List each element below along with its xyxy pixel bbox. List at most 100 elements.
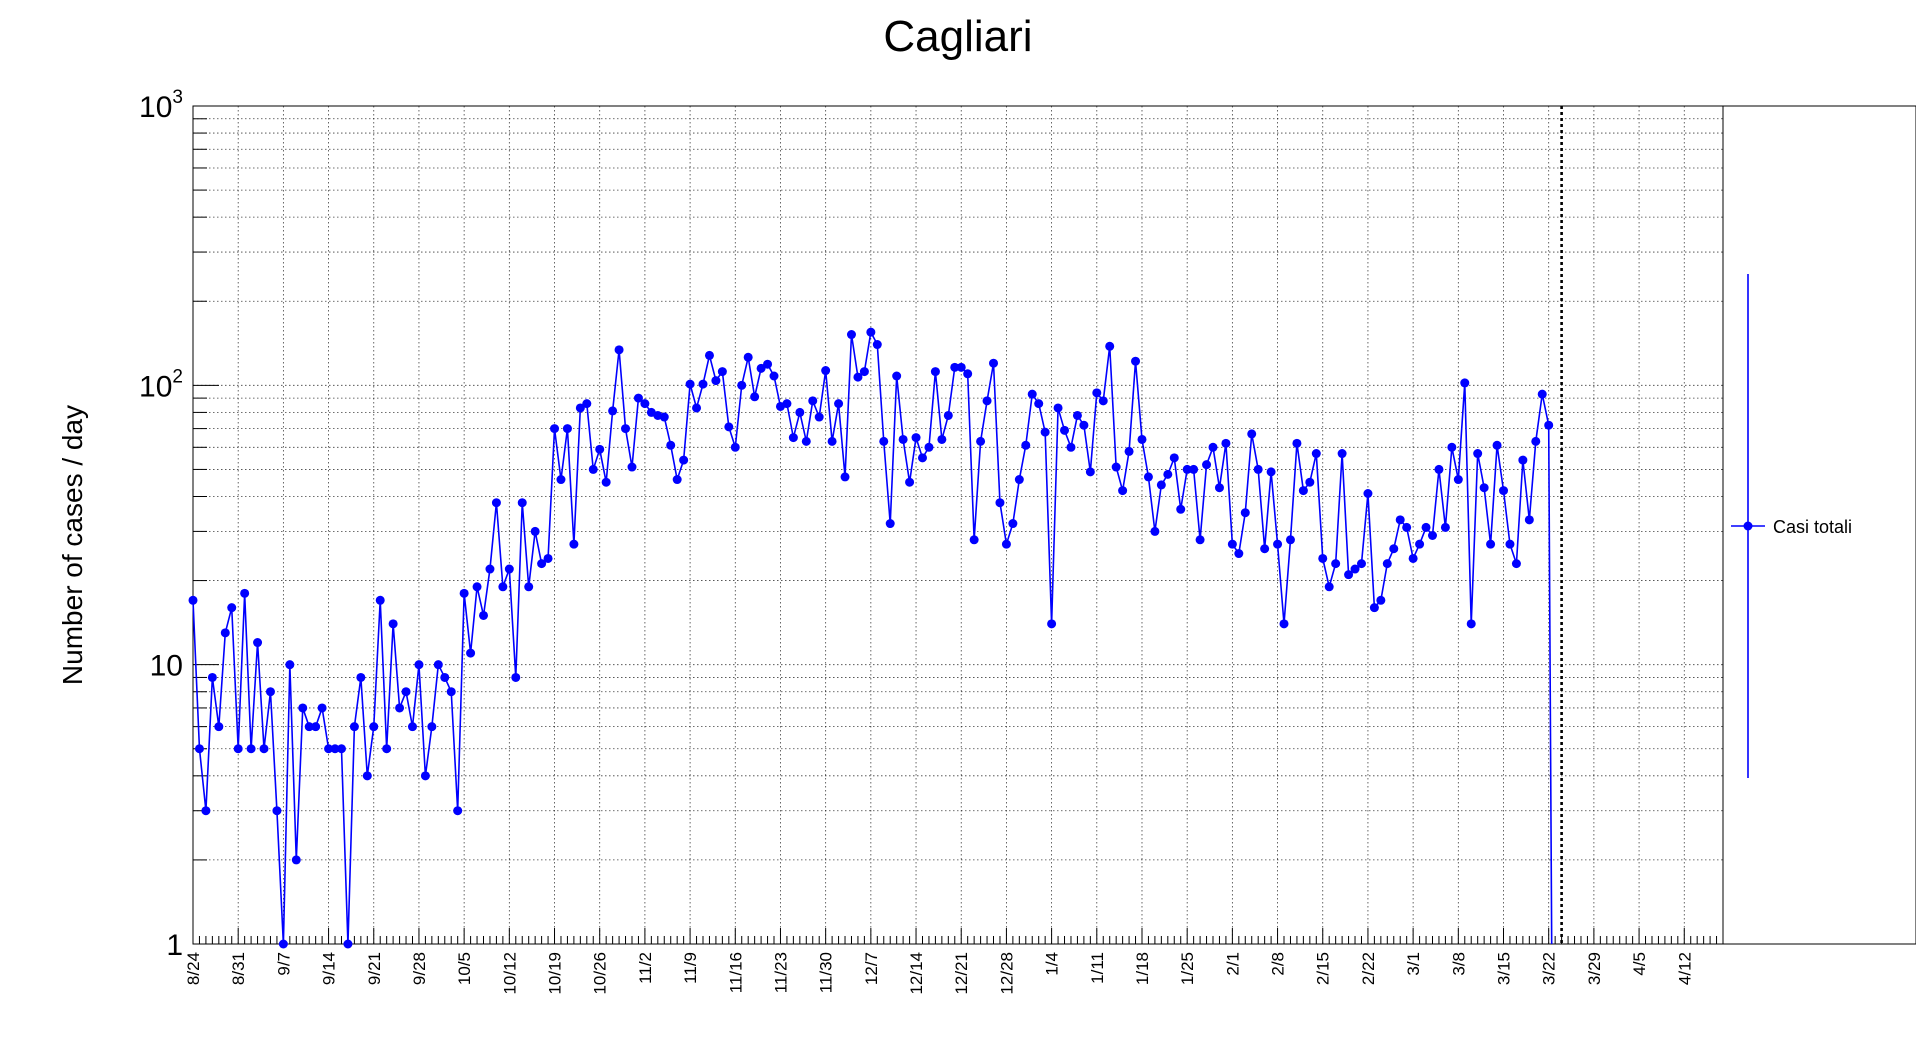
data-point bbox=[1273, 539, 1283, 549]
data-point bbox=[795, 407, 805, 417]
data-point bbox=[724, 422, 734, 432]
data-point bbox=[1163, 469, 1173, 479]
data-point bbox=[1169, 453, 1179, 463]
x-tick-label: 2/15 bbox=[1314, 952, 1333, 985]
y-tick-label: 10 bbox=[150, 650, 183, 683]
data-point bbox=[246, 744, 256, 754]
data-point bbox=[1131, 356, 1141, 366]
data-point bbox=[1234, 549, 1244, 559]
data-point bbox=[1331, 559, 1341, 569]
data-point bbox=[272, 806, 282, 816]
data-point bbox=[924, 442, 934, 452]
data-point bbox=[808, 396, 818, 406]
data-point bbox=[1137, 434, 1147, 444]
data-point bbox=[1182, 464, 1192, 474]
data-point bbox=[291, 855, 301, 865]
data-point bbox=[375, 595, 385, 605]
data-point bbox=[530, 526, 540, 536]
data-point bbox=[1279, 619, 1289, 629]
data-point bbox=[989, 358, 999, 368]
data-point bbox=[1085, 467, 1095, 477]
data-point bbox=[1311, 449, 1321, 459]
legend-label-casi-totali: Casi totali bbox=[1773, 517, 1852, 537]
data-point bbox=[601, 477, 611, 487]
data-point bbox=[575, 403, 585, 413]
data-point bbox=[207, 672, 217, 682]
data-point bbox=[595, 444, 605, 454]
data-point bbox=[982, 396, 992, 406]
data-point bbox=[1402, 522, 1412, 532]
data-point bbox=[898, 434, 908, 444]
series-line bbox=[192, 329, 1553, 945]
data-point bbox=[1124, 446, 1134, 456]
data-point bbox=[917, 453, 927, 463]
data-point bbox=[504, 564, 514, 574]
data-point bbox=[472, 582, 482, 592]
data-point bbox=[1460, 378, 1470, 388]
data-point bbox=[343, 939, 353, 949]
data-point bbox=[446, 687, 456, 697]
data-point bbox=[1524, 515, 1534, 525]
data-point bbox=[711, 376, 721, 386]
data-point bbox=[621, 424, 631, 434]
legend-marker bbox=[1743, 521, 1753, 531]
data-point bbox=[905, 477, 915, 487]
data-point bbox=[885, 519, 895, 529]
data-point bbox=[1382, 559, 1392, 569]
data-point bbox=[201, 806, 211, 816]
data-point bbox=[278, 939, 288, 949]
data-point bbox=[1014, 475, 1024, 485]
data-point bbox=[1395, 515, 1405, 525]
x-tick-label: 3/29 bbox=[1585, 952, 1604, 985]
data-point bbox=[537, 559, 547, 569]
data-point bbox=[1034, 399, 1044, 409]
data-point bbox=[1479, 483, 1489, 493]
data-point bbox=[401, 687, 411, 697]
data-point bbox=[1202, 460, 1212, 470]
data-point bbox=[1369, 603, 1379, 613]
data-point bbox=[1253, 464, 1263, 474]
data-point bbox=[801, 436, 811, 446]
data-point bbox=[1518, 455, 1528, 465]
data-point bbox=[259, 744, 269, 754]
data-point bbox=[311, 722, 321, 732]
data-point bbox=[1008, 519, 1018, 529]
data-point bbox=[1285, 535, 1295, 545]
data-point bbox=[369, 722, 379, 732]
data-point bbox=[1350, 564, 1360, 574]
data-point bbox=[407, 722, 417, 732]
data-point bbox=[834, 399, 844, 409]
data-point bbox=[1066, 442, 1076, 452]
data-point bbox=[1434, 464, 1444, 474]
x-tick-label: 4/5 bbox=[1630, 952, 1649, 976]
y-tick-label: 1 bbox=[166, 929, 183, 962]
data-point bbox=[1214, 483, 1224, 493]
data-point bbox=[1486, 539, 1496, 549]
data-point bbox=[1440, 522, 1450, 532]
data-point bbox=[1260, 544, 1270, 554]
data-point bbox=[1492, 440, 1502, 450]
data-point bbox=[1537, 389, 1547, 399]
chart-title: Cagliari bbox=[883, 12, 1032, 61]
data-point bbox=[1499, 486, 1509, 496]
data-point bbox=[956, 362, 966, 372]
data-point bbox=[188, 595, 198, 605]
data-point bbox=[1079, 420, 1089, 430]
data-point bbox=[466, 648, 476, 658]
data-point bbox=[479, 610, 489, 620]
x-tick-label: 2/8 bbox=[1269, 952, 1288, 976]
data-point bbox=[685, 379, 695, 389]
x-tick-label: 12/28 bbox=[997, 952, 1016, 995]
x-axis-tick-labels: 8/24 8/31 9/7 9/14 9/21 9/28 10/5 10/12 10/19 10/… bbox=[184, 952, 1694, 995]
data-point bbox=[498, 582, 508, 592]
data-point bbox=[1298, 486, 1308, 496]
data-point bbox=[1240, 508, 1250, 518]
data-point bbox=[1376, 595, 1386, 605]
data-point bbox=[556, 475, 566, 485]
data-point bbox=[1150, 526, 1160, 536]
grid-lines bbox=[192, 106, 1723, 944]
data-point bbox=[1247, 429, 1257, 439]
x-tick-label: 12/7 bbox=[862, 952, 881, 985]
data-point bbox=[1047, 619, 1057, 629]
data-point bbox=[240, 588, 250, 598]
